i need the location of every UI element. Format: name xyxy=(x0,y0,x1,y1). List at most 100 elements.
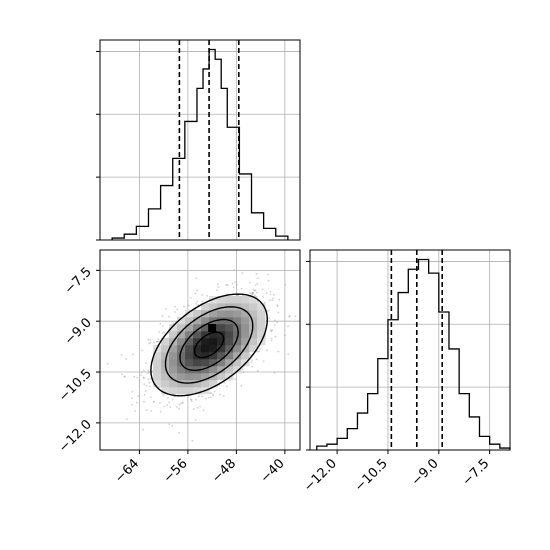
density-cell xyxy=(209,365,218,374)
scatter-point xyxy=(206,295,209,297)
scatter-point xyxy=(171,398,174,401)
density-cell xyxy=(153,365,162,374)
scatter-point xyxy=(212,393,214,396)
scatter-point xyxy=(265,292,268,294)
scatter-point xyxy=(183,305,185,308)
scatter-point xyxy=(268,317,270,319)
scatter-point xyxy=(253,289,256,292)
contour-line xyxy=(164,306,254,384)
density-cell xyxy=(233,337,242,346)
density-cell xyxy=(153,372,162,381)
density-cell xyxy=(209,344,218,353)
density-cell xyxy=(217,330,226,339)
density-cell xyxy=(169,330,178,339)
scatter-point xyxy=(178,407,180,410)
scatter-point xyxy=(149,385,151,388)
density-cell xyxy=(177,330,186,339)
density-cell xyxy=(169,351,178,360)
scatter-point xyxy=(288,314,291,317)
scatter-point xyxy=(145,409,148,412)
scatter-point xyxy=(272,293,275,296)
scatter-point xyxy=(225,283,228,286)
density-cell xyxy=(185,330,194,339)
scatter-point xyxy=(137,395,140,397)
scatter-point xyxy=(106,362,109,365)
scatter-point xyxy=(157,338,160,341)
scatter-point xyxy=(161,325,164,327)
scatter-point xyxy=(143,394,146,396)
density-cell xyxy=(169,386,178,395)
scatter-point xyxy=(157,340,159,343)
scatter-point xyxy=(162,394,165,397)
density-cell xyxy=(177,379,186,388)
scatter-point xyxy=(252,292,254,295)
scatter-point xyxy=(195,303,198,305)
scatter-point xyxy=(131,390,134,393)
density-cell xyxy=(177,386,186,395)
density-cell xyxy=(161,337,170,346)
scatter-point xyxy=(235,283,238,286)
scatter-point xyxy=(233,269,236,271)
scatter-point xyxy=(223,382,226,384)
density-cell xyxy=(161,379,170,388)
scatter-point xyxy=(267,279,270,282)
density-cell xyxy=(185,344,194,353)
scatter-point xyxy=(132,353,134,356)
density-cell xyxy=(249,316,258,325)
scatter-point xyxy=(262,296,264,298)
scatter-point xyxy=(250,361,253,363)
density-contours xyxy=(150,293,269,397)
density-cell xyxy=(177,323,186,332)
scatter-point xyxy=(269,290,272,293)
scatter-point xyxy=(148,342,151,345)
scatter-point xyxy=(232,286,235,288)
density-cell xyxy=(233,303,242,311)
density-cell xyxy=(185,386,194,395)
density-cell xyxy=(225,344,234,353)
panel-frame xyxy=(99,249,301,451)
scatter-point xyxy=(165,308,167,310)
density-cell xyxy=(201,372,210,381)
scatter-point xyxy=(201,300,204,303)
density-cell xyxy=(193,337,202,346)
scatter-point xyxy=(166,404,169,406)
density-cell xyxy=(185,323,194,332)
scatter-point xyxy=(201,294,204,296)
scatter-point xyxy=(143,400,145,403)
scatter-point xyxy=(191,439,194,442)
scatter-point xyxy=(156,340,159,343)
scatter-point xyxy=(158,331,161,333)
density-cell xyxy=(185,372,194,381)
scatter-point xyxy=(241,272,244,275)
scatter-point xyxy=(130,403,133,406)
density-cell xyxy=(217,316,226,325)
scatter-point xyxy=(287,325,289,328)
density-cell xyxy=(225,337,234,346)
scatter-point xyxy=(254,284,257,286)
contour-line xyxy=(179,318,239,372)
scatter-point xyxy=(254,289,257,292)
density-cell xyxy=(249,337,258,346)
scatter-point xyxy=(153,341,155,344)
scatter-point xyxy=(242,371,245,374)
scatter-point xyxy=(270,330,273,333)
scatter-point xyxy=(195,277,198,280)
density-cell xyxy=(217,351,226,360)
density-cell xyxy=(193,310,202,318)
contour-line xyxy=(150,293,269,397)
scatter-point xyxy=(241,368,244,371)
density-cell xyxy=(185,351,194,360)
scatter-point xyxy=(196,300,199,303)
density-peak xyxy=(208,323,217,332)
scatter-point xyxy=(121,373,123,376)
scatter-point xyxy=(287,353,290,355)
density-cell xyxy=(241,330,250,339)
scatter-point xyxy=(288,315,290,318)
density-cell xyxy=(193,358,202,367)
density-cell xyxy=(249,296,258,304)
scatter-point xyxy=(255,272,258,275)
scatter-point xyxy=(145,362,147,364)
density-cell xyxy=(161,351,170,360)
scatter-point xyxy=(162,332,164,334)
scatter-point xyxy=(168,315,170,318)
